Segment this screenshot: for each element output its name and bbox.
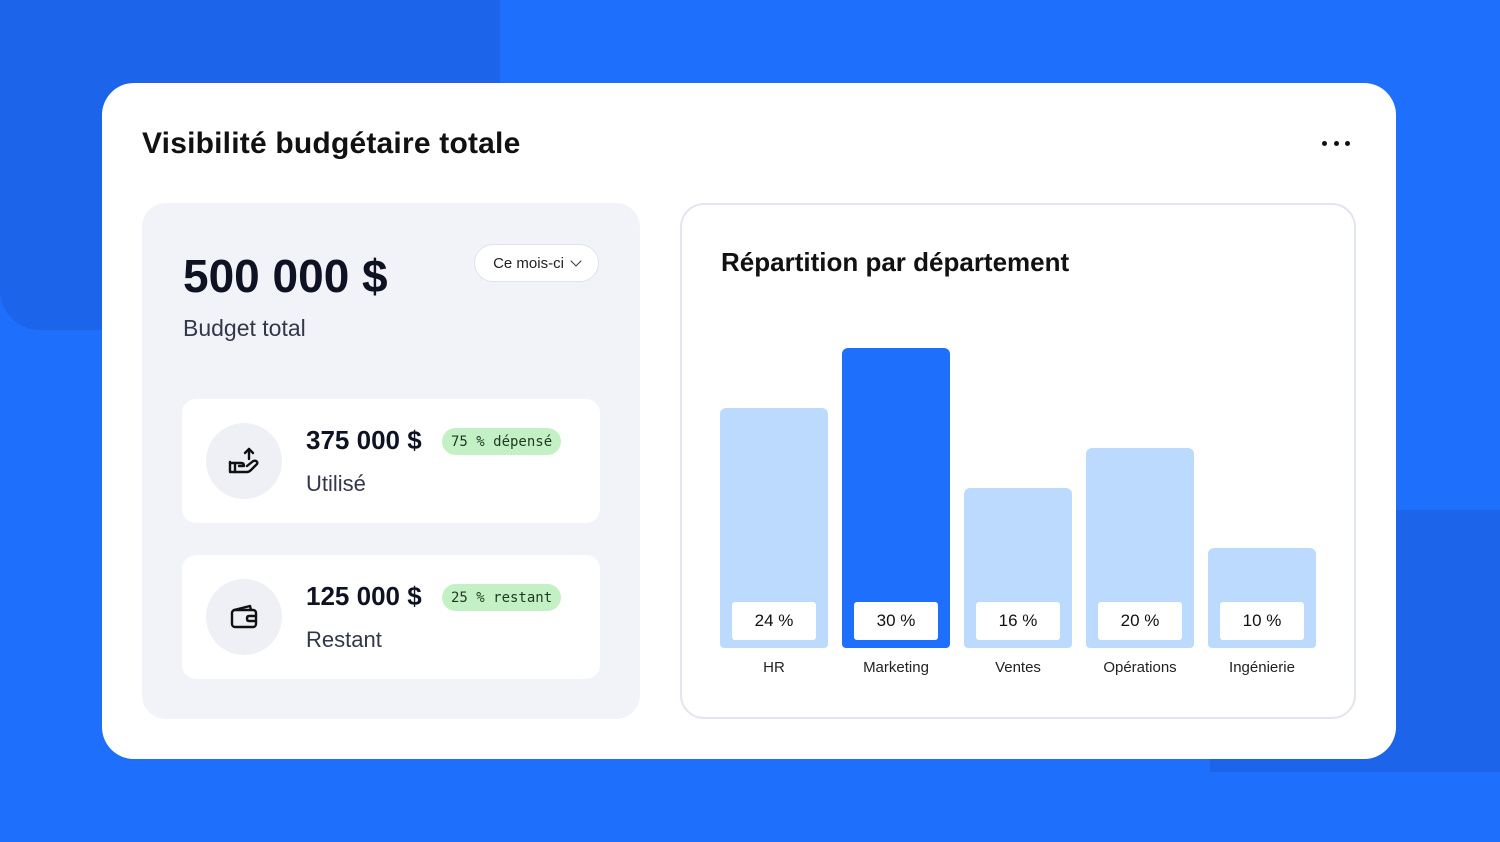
- more-options-button[interactable]: [1318, 131, 1354, 155]
- remaining-label: Restant: [306, 627, 382, 652]
- period-dropdown-value: Ce mois-ci: [493, 254, 564, 272]
- used-label: Utilisé: [306, 471, 366, 496]
- used-amount: 375 000 $: [306, 425, 422, 455]
- remaining-percent-badge: 25 % restant: [442, 584, 562, 611]
- total-budget-amount: 500 000 $: [183, 250, 388, 302]
- category-label: Marketing: [863, 659, 929, 676]
- used-stat-card: 375 000 $ 75 % dépensé Utilisé: [182, 399, 600, 523]
- bar-value-label: 16 %: [976, 602, 1060, 640]
- more-dots-icon: [1322, 140, 1327, 146]
- category-label: Opérations: [1103, 659, 1177, 676]
- budget-visibility-card: Visibilité budgétaire totale 500 000 $ B…: [102, 83, 1396, 759]
- card-title: Visibilité budgétaire totale: [142, 127, 521, 160]
- category-label: Ingénierie: [1229, 659, 1295, 676]
- chevron-down-icon: [570, 255, 582, 267]
- hand-upload-icon: [206, 423, 282, 499]
- bar-value-label: 24 %: [732, 602, 816, 640]
- category-label: Ventes: [995, 659, 1041, 676]
- bar-value-label: 30 %: [854, 602, 938, 640]
- used-percent-badge: 75 % dépensé: [442, 428, 562, 455]
- total-budget-label: Budget total: [183, 315, 306, 341]
- period-dropdown[interactable]: Ce mois-ci: [474, 244, 599, 282]
- department-chart-panel: Répartition par département 24 % HR 30 % Ma…: [680, 203, 1356, 719]
- chart-title: Répartition par département: [721, 247, 1070, 277]
- budget-summary-panel: 500 000 $ Budget total Ce mois-ci 375 00…: [142, 203, 640, 719]
- department-bar-chart: 24 % HR 30 % Marketing 16 % Ventes 20 % Opérati…: [682, 205, 1358, 721]
- bar-value-label: 20 %: [1098, 602, 1182, 640]
- remaining-stat-card: 125 000 $ 25 % restant Restant: [182, 555, 600, 679]
- wallet-icon: [206, 579, 282, 655]
- category-label: HR: [763, 659, 785, 676]
- remaining-amount: 125 000 $: [306, 581, 422, 611]
- bar-value-label: 10 %: [1220, 602, 1304, 640]
- bar-marketing[interactable]: [842, 348, 950, 648]
